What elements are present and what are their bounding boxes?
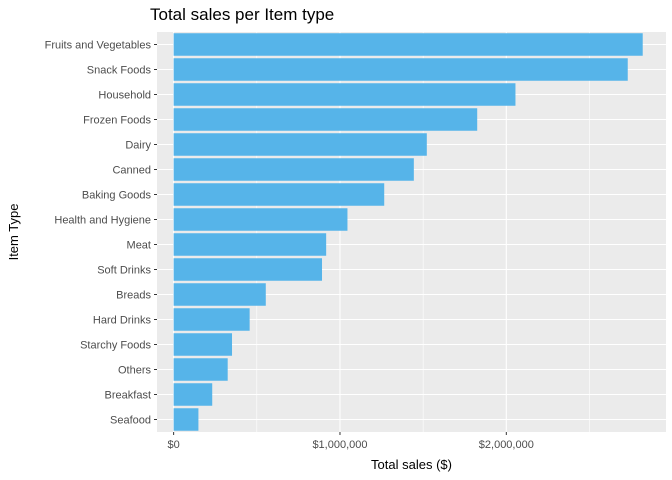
x-axis-title: Total sales ($) bbox=[371, 457, 452, 472]
y-tick-label: Others bbox=[118, 365, 152, 377]
y-tick-label: Soft Drinks bbox=[97, 265, 151, 277]
y-tick-label: Fruits and Vegetables bbox=[45, 40, 152, 52]
bar bbox=[173, 308, 250, 331]
y-tick-label: Household bbox=[98, 90, 151, 102]
bar bbox=[173, 283, 266, 306]
y-tick-label: Breads bbox=[116, 290, 151, 302]
bar bbox=[173, 133, 427, 156]
bar bbox=[173, 333, 233, 356]
bar bbox=[173, 408, 199, 431]
bar bbox=[173, 33, 643, 56]
bar bbox=[173, 258, 323, 281]
y-tick-label: Breakfast bbox=[105, 390, 151, 402]
y-tick-label: Starchy Foods bbox=[80, 340, 151, 352]
y-axis-title: Item Type bbox=[6, 204, 21, 261]
y-tick-label: Hard Drinks bbox=[93, 315, 152, 327]
y-tick-label: Baking Goods bbox=[82, 190, 152, 202]
bar bbox=[173, 108, 478, 131]
bar bbox=[173, 383, 213, 406]
bar bbox=[173, 158, 414, 181]
y-tick-label: Canned bbox=[112, 165, 151, 177]
bar bbox=[173, 83, 516, 106]
y-tick-label: Health and Hygiene bbox=[54, 215, 151, 227]
x-tick-label: $0 bbox=[168, 439, 180, 451]
y-tick-label: Dairy bbox=[125, 140, 151, 152]
x-tick-label: $2,000,000 bbox=[479, 439, 534, 451]
y-tick-label: Frozen Foods bbox=[83, 115, 151, 127]
y-tick-label: Seafood bbox=[110, 415, 151, 427]
bar bbox=[173, 183, 385, 206]
x-tick-label: $1,000,000 bbox=[312, 439, 367, 451]
bar bbox=[173, 233, 327, 256]
y-axis: Fruits and Vegetables Snack Foods Househol… bbox=[45, 40, 157, 427]
y-tick-label: Snack Foods bbox=[87, 65, 152, 77]
chart-title: Total sales per Item type bbox=[150, 5, 334, 24]
bars bbox=[173, 33, 643, 431]
bar bbox=[173, 358, 228, 381]
x-axis: $0 $1,000,000 $2,000,000 bbox=[168, 432, 534, 451]
bar bbox=[173, 208, 348, 231]
bar bbox=[173, 58, 628, 81]
y-tick-label: Meat bbox=[127, 240, 151, 252]
